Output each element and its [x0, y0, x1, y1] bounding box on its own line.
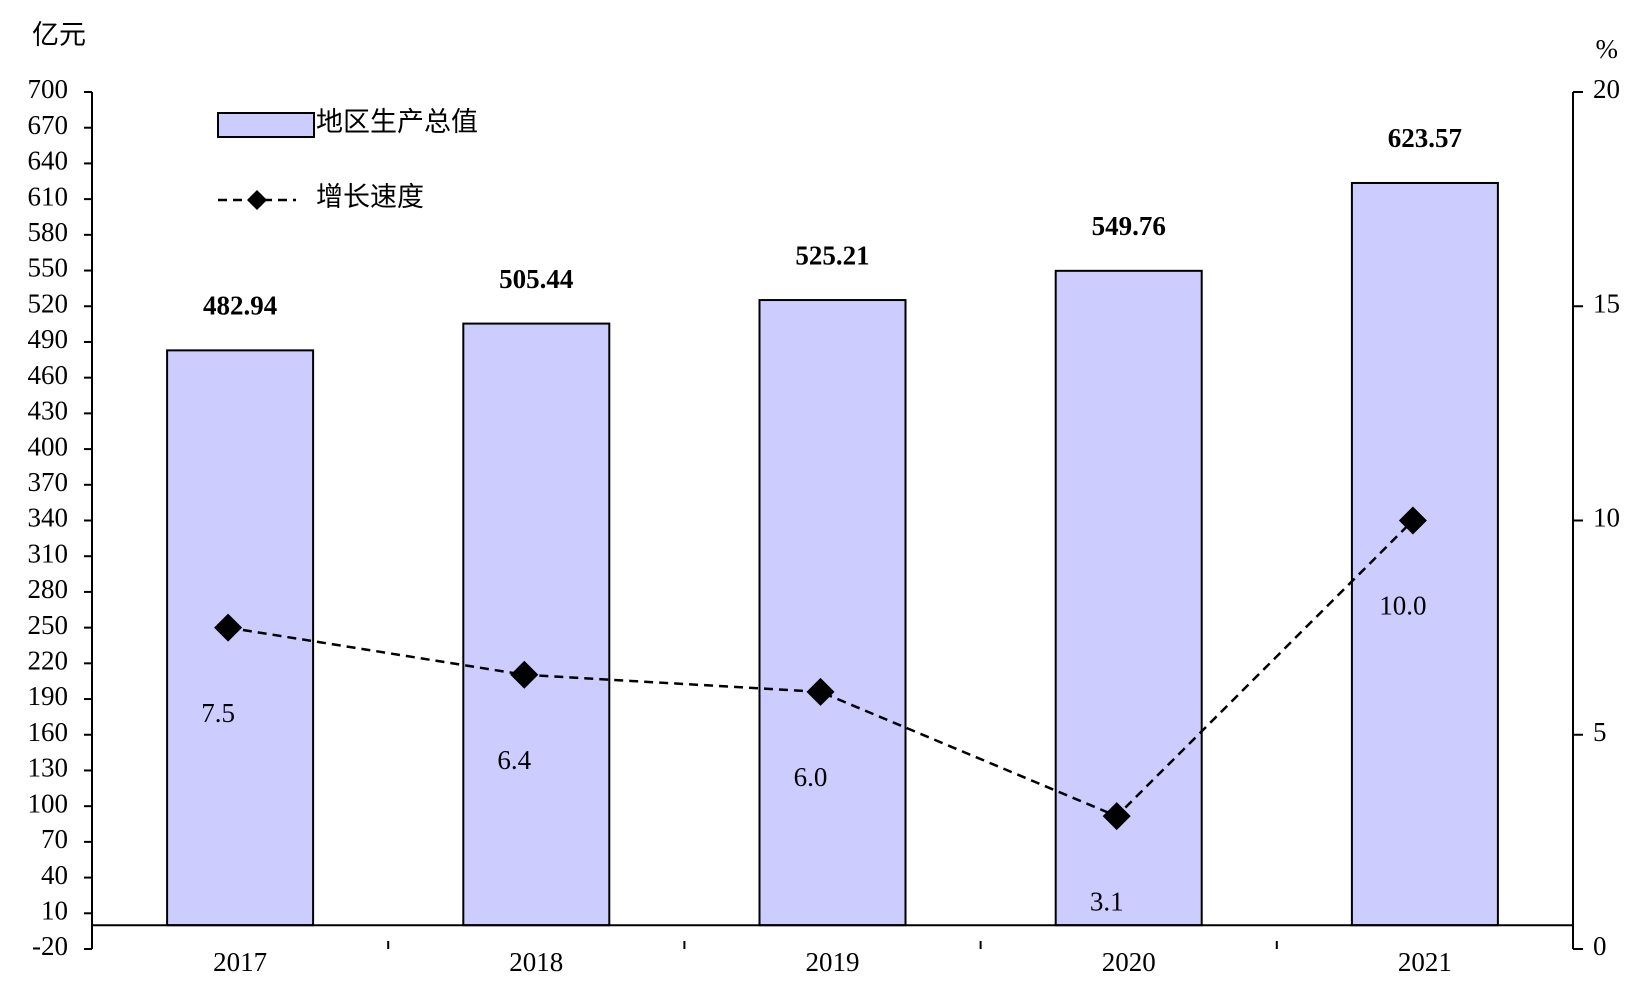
- y-tick-label: 160: [28, 717, 69, 747]
- x-tick-label: 2017: [213, 947, 267, 977]
- y-tick-label: 370: [28, 467, 69, 497]
- y-tick-label: 190: [28, 681, 69, 711]
- bar: [462, 322, 611, 927]
- y-axis-label: 亿元: [32, 20, 86, 50]
- legend-marker: [247, 190, 267, 210]
- y-tick-label: -20: [32, 931, 68, 961]
- y-tick-label: 610: [28, 181, 69, 211]
- y2-tick-label: 15: [1593, 288, 1620, 318]
- y-tick-label: 40: [41, 860, 68, 890]
- x-tick-label: 2020: [1102, 947, 1156, 977]
- y-tick-label: 100: [28, 788, 69, 818]
- y-tick-label: 520: [28, 288, 69, 318]
- bar-value-label: 482.94: [203, 291, 277, 321]
- marker: [1398, 506, 1427, 535]
- bar-value-label: 525.21: [795, 240, 869, 270]
- x-tick-label: 2021: [1398, 947, 1452, 977]
- y2-tick-label: 0: [1593, 931, 1607, 961]
- y-tick-label: 550: [28, 253, 69, 283]
- line-value-label: 10.0: [1379, 591, 1426, 621]
- marker: [1102, 802, 1131, 831]
- y-tick-label: 430: [28, 396, 69, 426]
- marker: [510, 660, 539, 689]
- y-tick-label: 10: [41, 895, 68, 925]
- line-value-label: 6.4: [497, 745, 531, 775]
- marker: [806, 677, 835, 706]
- y-tick-label: 580: [28, 217, 69, 247]
- y2-tick-label: 5: [1593, 717, 1607, 747]
- bar-value-label: 505.44: [499, 264, 573, 294]
- y-tick-label: 670: [28, 110, 69, 140]
- bar: [1350, 181, 1499, 927]
- y-tick-label: 250: [28, 610, 69, 640]
- line-value-label: 6.0: [794, 762, 828, 792]
- bar: [1054, 269, 1203, 927]
- y-tick-label: 400: [28, 431, 69, 461]
- line-value-label: 3.1: [1090, 886, 1124, 916]
- legend-swatch: [217, 112, 315, 138]
- bar-value-label: 623.57: [1388, 123, 1462, 153]
- y-tick-label: 70: [41, 824, 68, 854]
- y-tick-label: 130: [28, 753, 69, 783]
- y-tick-label: 490: [28, 324, 69, 354]
- legend-label: 增长速度: [316, 182, 424, 212]
- y-tick-label: 310: [28, 538, 69, 568]
- legend-label: 地区生产总值: [316, 107, 478, 137]
- bar: [758, 299, 907, 927]
- growth-line: [227, 519, 1414, 818]
- y-tick-label: 340: [28, 503, 69, 533]
- y-tick-label: 640: [28, 146, 69, 176]
- y2-tick-label: 20: [1593, 74, 1620, 104]
- bar-value-label: 549.76: [1092, 211, 1166, 241]
- x-tick-label: 2018: [509, 947, 563, 977]
- y-tick-label: 460: [28, 360, 69, 390]
- y-tick-label: 220: [28, 646, 69, 676]
- y2-axis-label: %: [1596, 34, 1619, 64]
- marker: [214, 613, 243, 642]
- y-tick-label: 280: [28, 574, 69, 604]
- y-tick-label: 700: [28, 74, 69, 104]
- x-tick-label: 2019: [806, 947, 860, 977]
- y2-tick-label: 10: [1593, 503, 1620, 533]
- line-value-label: 7.5: [201, 698, 235, 728]
